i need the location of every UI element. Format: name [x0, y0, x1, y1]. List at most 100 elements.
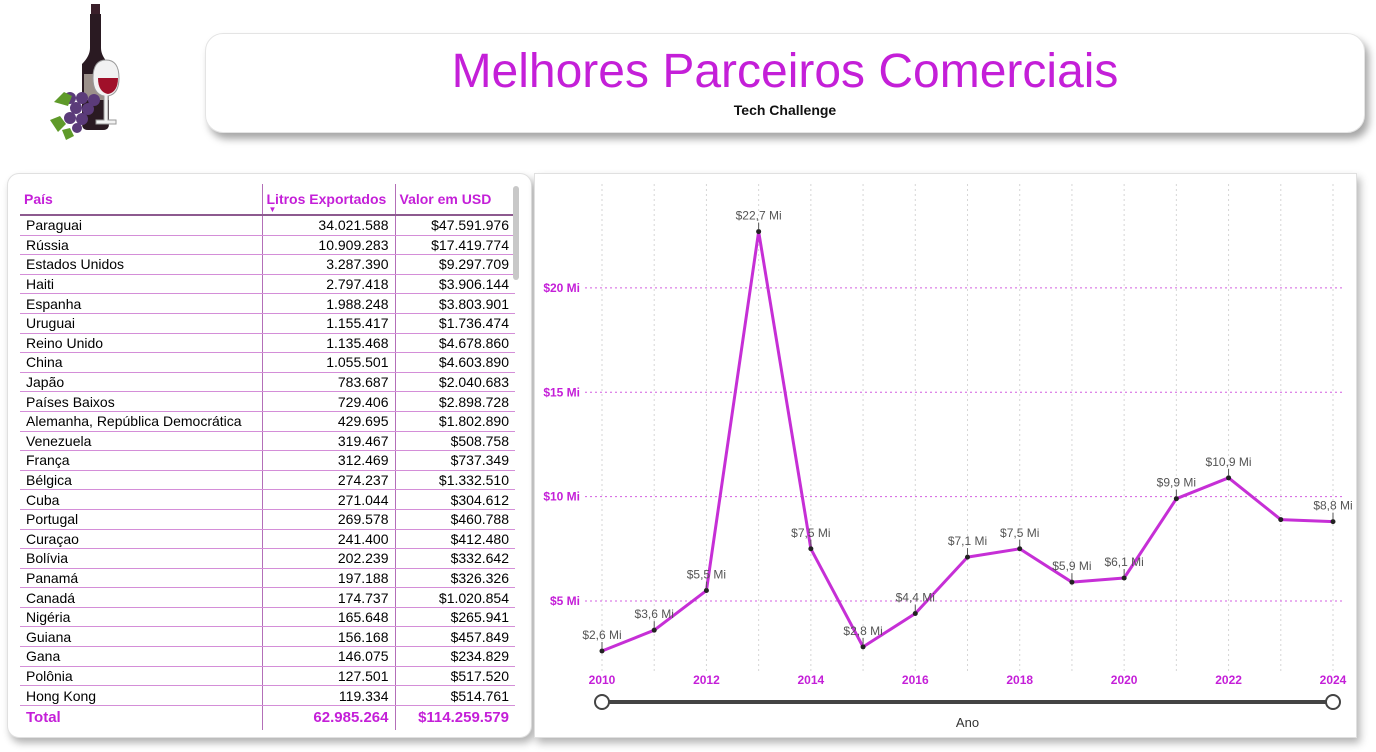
- cell-usd: $304.612: [394, 489, 515, 510]
- cell-liters: 34.021.588: [261, 215, 395, 236]
- cell-country: Reino Unido: [20, 333, 262, 354]
- table-header-row: País Litros Exportados ▼ Valor em USD: [20, 184, 515, 216]
- cell-liters: 1.055.501: [261, 352, 395, 373]
- data-point: [1330, 519, 1336, 525]
- x-tick-label: 2022: [1215, 673, 1242, 687]
- cell-liters: 429.695: [261, 411, 395, 432]
- column-header-liters-label: Litros Exportados: [266, 191, 387, 207]
- cell-usd: $412.480: [394, 529, 515, 550]
- table-total-row: Total 62.985.264 $114.259.579: [20, 704, 515, 730]
- cell-liters: 119.334: [261, 685, 395, 706]
- cell-country: Paraguai: [20, 215, 262, 236]
- data-point: [1278, 517, 1284, 523]
- table-row[interactable]: Bélgica 274.237 $1.332.510: [20, 470, 515, 491]
- usd-by-year-line-chart: $5 Mi $10 Mi $15 Mi $20 Mi 2010 2012 2014 2016 2…: [543, 184, 1353, 730]
- table-row[interactable]: Paraguai 34.021.588 $47.591.976: [20, 215, 515, 236]
- page-title: Melhores Parceiros Comerciais: [451, 45, 1119, 98]
- table-row[interactable]: Curaçao 241.400 $412.480: [20, 529, 515, 550]
- cell-country: Gana: [20, 646, 262, 667]
- column-header-usd[interactable]: Valor em USD: [394, 184, 515, 216]
- table-row[interactable]: Espanha 1.988.248 $3.803.901: [20, 293, 515, 314]
- cell-liters: 1.988.248: [261, 293, 395, 314]
- data-label: $4,4 Mi: [896, 590, 935, 604]
- y-tick-label: $5 Mi: [550, 594, 580, 608]
- data-point: [756, 229, 762, 235]
- table-row[interactable]: Gana 146.075 $234.829: [20, 646, 515, 667]
- slider-start-handle[interactable]: [594, 694, 610, 710]
- cell-liters: 146.075: [261, 646, 395, 667]
- table-row[interactable]: China 1.055.501 $4.603.890: [20, 352, 515, 373]
- cell-country: Países Baixos: [20, 391, 262, 412]
- data-point: [1121, 575, 1127, 581]
- cell-country: Japão: [20, 372, 262, 393]
- x-axis-label: Ano: [956, 715, 979, 730]
- cell-country: Nigéria: [20, 607, 262, 628]
- cell-liters: 319.467: [261, 431, 395, 452]
- cell-liters: 174.737: [261, 587, 395, 608]
- cell-usd: $460.788: [394, 509, 515, 530]
- cell-country: Polônia: [20, 666, 262, 687]
- table-row[interactable]: Japão 783.687 $2.040.683: [20, 372, 515, 393]
- cell-country: Espanha: [20, 293, 262, 314]
- table-row[interactable]: Hong Kong 119.334 $514.761: [20, 685, 515, 706]
- slider-end-handle[interactable]: [1325, 694, 1341, 710]
- table-row[interactable]: Cuba 271.044 $304.612: [20, 489, 515, 510]
- cell-liters: 312.469: [261, 450, 395, 471]
- cell-usd: $234.829: [394, 646, 515, 667]
- data-label: $5,9 Mi: [1052, 559, 1091, 573]
- table-row[interactable]: Estados Unidos 3.287.390 $9.297.709: [20, 254, 515, 275]
- table-row[interactable]: Países Baixos 729.406 $2.898.728: [20, 391, 515, 412]
- table-row[interactable]: Venezuela 319.467 $508.758: [20, 431, 515, 452]
- total-usd: $114.259.579: [394, 704, 515, 730]
- x-tick-label: 2018: [1006, 673, 1033, 687]
- table-scrollbar[interactable]: [513, 186, 519, 280]
- cell-usd: $2.040.683: [394, 372, 515, 393]
- x-tick-label: 2024: [1320, 673, 1347, 687]
- cell-country: Panamá: [20, 568, 262, 589]
- column-header-country[interactable]: País: [20, 184, 262, 216]
- data-label: $7,5 Mi: [791, 526, 830, 540]
- data-label: $6,1 Mi: [1104, 555, 1143, 569]
- cell-country: Portugal: [20, 509, 262, 530]
- x-tick-label: 2012: [693, 673, 720, 687]
- table-row[interactable]: Nigéria 165.648 $265.941: [20, 607, 515, 628]
- cell-usd: $517.520: [394, 666, 515, 687]
- table-row[interactable]: Guiana 156.168 $457.849: [20, 626, 515, 648]
- table-row[interactable]: Alemanha, República Democrática 429.695 $1…: [20, 411, 515, 432]
- cell-usd: $1.802.890: [394, 411, 515, 432]
- y-tick-label: $20 Mi: [543, 281, 580, 295]
- cell-liters: 197.188: [261, 568, 395, 589]
- table-row[interactable]: Rússia 10.909.283 $17.419.774: [20, 235, 515, 256]
- cell-usd: $514.761: [394, 685, 515, 706]
- wine-logo: [40, 2, 140, 142]
- table-row[interactable]: Panamá 197.188 $326.326: [20, 568, 515, 589]
- cell-usd: $265.941: [394, 607, 515, 628]
- table-body: Paraguai 34.021.588 $47.591.976 Rússia 10.90…: [20, 215, 515, 706]
- table-row[interactable]: Reino Unido 1.135.468 $4.678.860: [20, 333, 515, 354]
- table-row[interactable]: Bolívia 202.239 $332.642: [20, 548, 515, 569]
- table-row[interactable]: Portugal 269.578 $460.788: [20, 509, 515, 530]
- data-label: $22,7 Mi: [736, 209, 782, 223]
- cell-usd: $1.332.510: [394, 470, 515, 491]
- cell-country: Canadá: [20, 587, 262, 608]
- page-subtitle: Tech Challenge: [733, 102, 837, 118]
- cell-usd: $1.736.474: [394, 313, 515, 334]
- cell-usd: $737.349: [394, 450, 515, 471]
- data-point: [860, 644, 866, 650]
- table-row[interactable]: Haiti 2.797.418 $3.906.144: [20, 274, 515, 295]
- data-point: [1173, 496, 1179, 502]
- header-card: Melhores Parceiros Comerciais Tech Chall…: [205, 33, 1365, 133]
- data-label: $3,6 Mi: [635, 607, 674, 621]
- column-header-liters[interactable]: Litros Exportados ▼: [261, 184, 395, 216]
- table-row[interactable]: Uruguai 1.155.417 $1.736.474: [20, 313, 515, 334]
- table-row[interactable]: Canadá 174.737 $1.020.854: [20, 587, 515, 608]
- table-row[interactable]: Polônia 127.501 $517.520: [20, 666, 515, 687]
- data-point: [1017, 546, 1023, 552]
- cell-country: Uruguai: [20, 313, 262, 334]
- cell-usd: $9.297.709: [394, 254, 515, 275]
- cell-usd: $47.591.976: [394, 215, 515, 236]
- sort-descending-icon: ▼: [268, 205, 277, 214]
- table-row[interactable]: França 312.469 $737.349: [20, 450, 515, 471]
- cell-usd: $4.678.860: [394, 333, 515, 354]
- data-label: $7,1 Mi: [948, 534, 987, 548]
